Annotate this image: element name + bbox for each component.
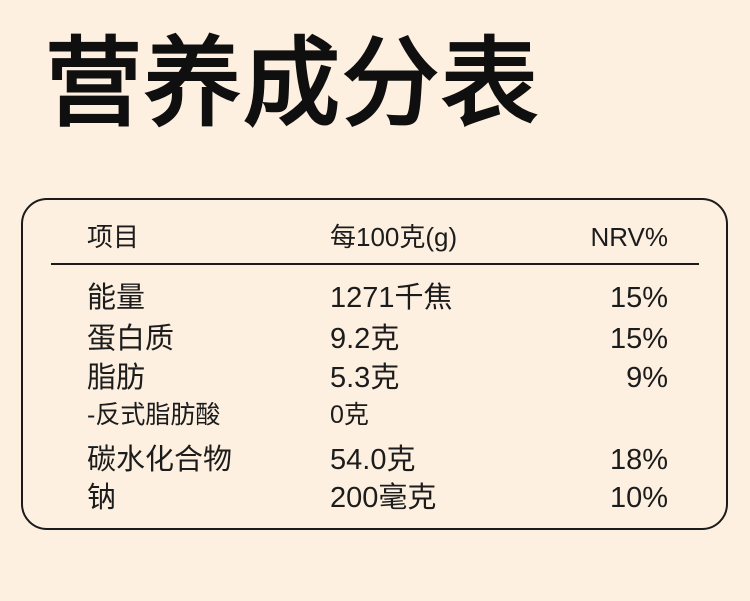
header-item: 项目 [87,222,140,252]
row-label: 能量 [87,282,146,314]
row-label: 钠 [87,482,117,514]
row-label: 碳水化合物 [87,444,233,476]
page-title: 营养成分表 [45,29,540,138]
row-amount: 200毫克 [330,482,437,514]
header-nrv: NRV% [590,222,668,252]
table-row-fat: 脂肪 5.3克 9% [23,358,726,398]
row-nrv: 15% [609,323,668,355]
header-per-100g: 每100克(g) [330,222,458,252]
table-row-sodium: 钠 200毫克 10% [23,478,726,518]
row-nrv: 10% [609,482,668,514]
row-nrv: 9% [626,362,668,394]
header-divider [51,263,699,265]
row-nrv: 15% [609,282,668,314]
row-label: 蛋白质 [87,323,175,355]
table-row-carbohydrate: 碳水化合物 54.0克 18% [23,440,726,480]
row-amount: 1271千焦 [330,282,453,314]
table-row-energy: 能量 1271千焦 15% [23,278,726,318]
row-label: 脂肪 [87,362,146,394]
table-row-protein: 蛋白质 9.2克 15% [23,319,726,359]
row-nrv: 18% [609,444,668,476]
row-amount: 5.3克 [330,362,400,394]
table-row-trans-fat: -反式脂肪酸 0克 [23,395,726,435]
table-header-row: 项目 每100克(g) NRV% [23,217,726,257]
row-amount: 54.0克 [330,444,416,476]
row-amount: 0克 [330,401,369,429]
nutrition-table: 项目 每100克(g) NRV% 能量 1271千焦 15% 蛋白质 9.2克 … [21,198,728,530]
row-amount: 9.2克 [330,323,400,355]
row-label: -反式脂肪酸 [87,401,221,429]
